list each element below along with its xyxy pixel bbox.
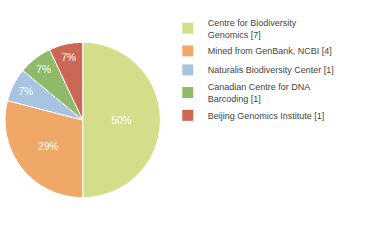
svg-text:29%: 29%	[38, 141, 58, 152]
svg-text:Naturalis Biodiversity Center: Naturalis Biodiversity Center [1]	[208, 65, 334, 75]
svg-text:Beijing Genomics Institute [1]: Beijing Genomics Institute [1]	[208, 111, 325, 121]
svg-text:Centre for BiodiversityGenomic: Centre for BiodiversityGenomics [7]	[208, 18, 297, 40]
svg-text:Mined from GenBank, NCBI [4]: Mined from GenBank, NCBI [4]	[208, 46, 332, 56]
svg-text:Canadian Centre for DNABarcodi: Canadian Centre for DNABarcoding [1]	[208, 82, 311, 104]
svg-text:50%: 50%	[111, 115, 131, 126]
svg-text:7%: 7%	[36, 64, 51, 75]
svg-text:7%: 7%	[62, 52, 77, 63]
svg-text:7%: 7%	[19, 86, 34, 97]
